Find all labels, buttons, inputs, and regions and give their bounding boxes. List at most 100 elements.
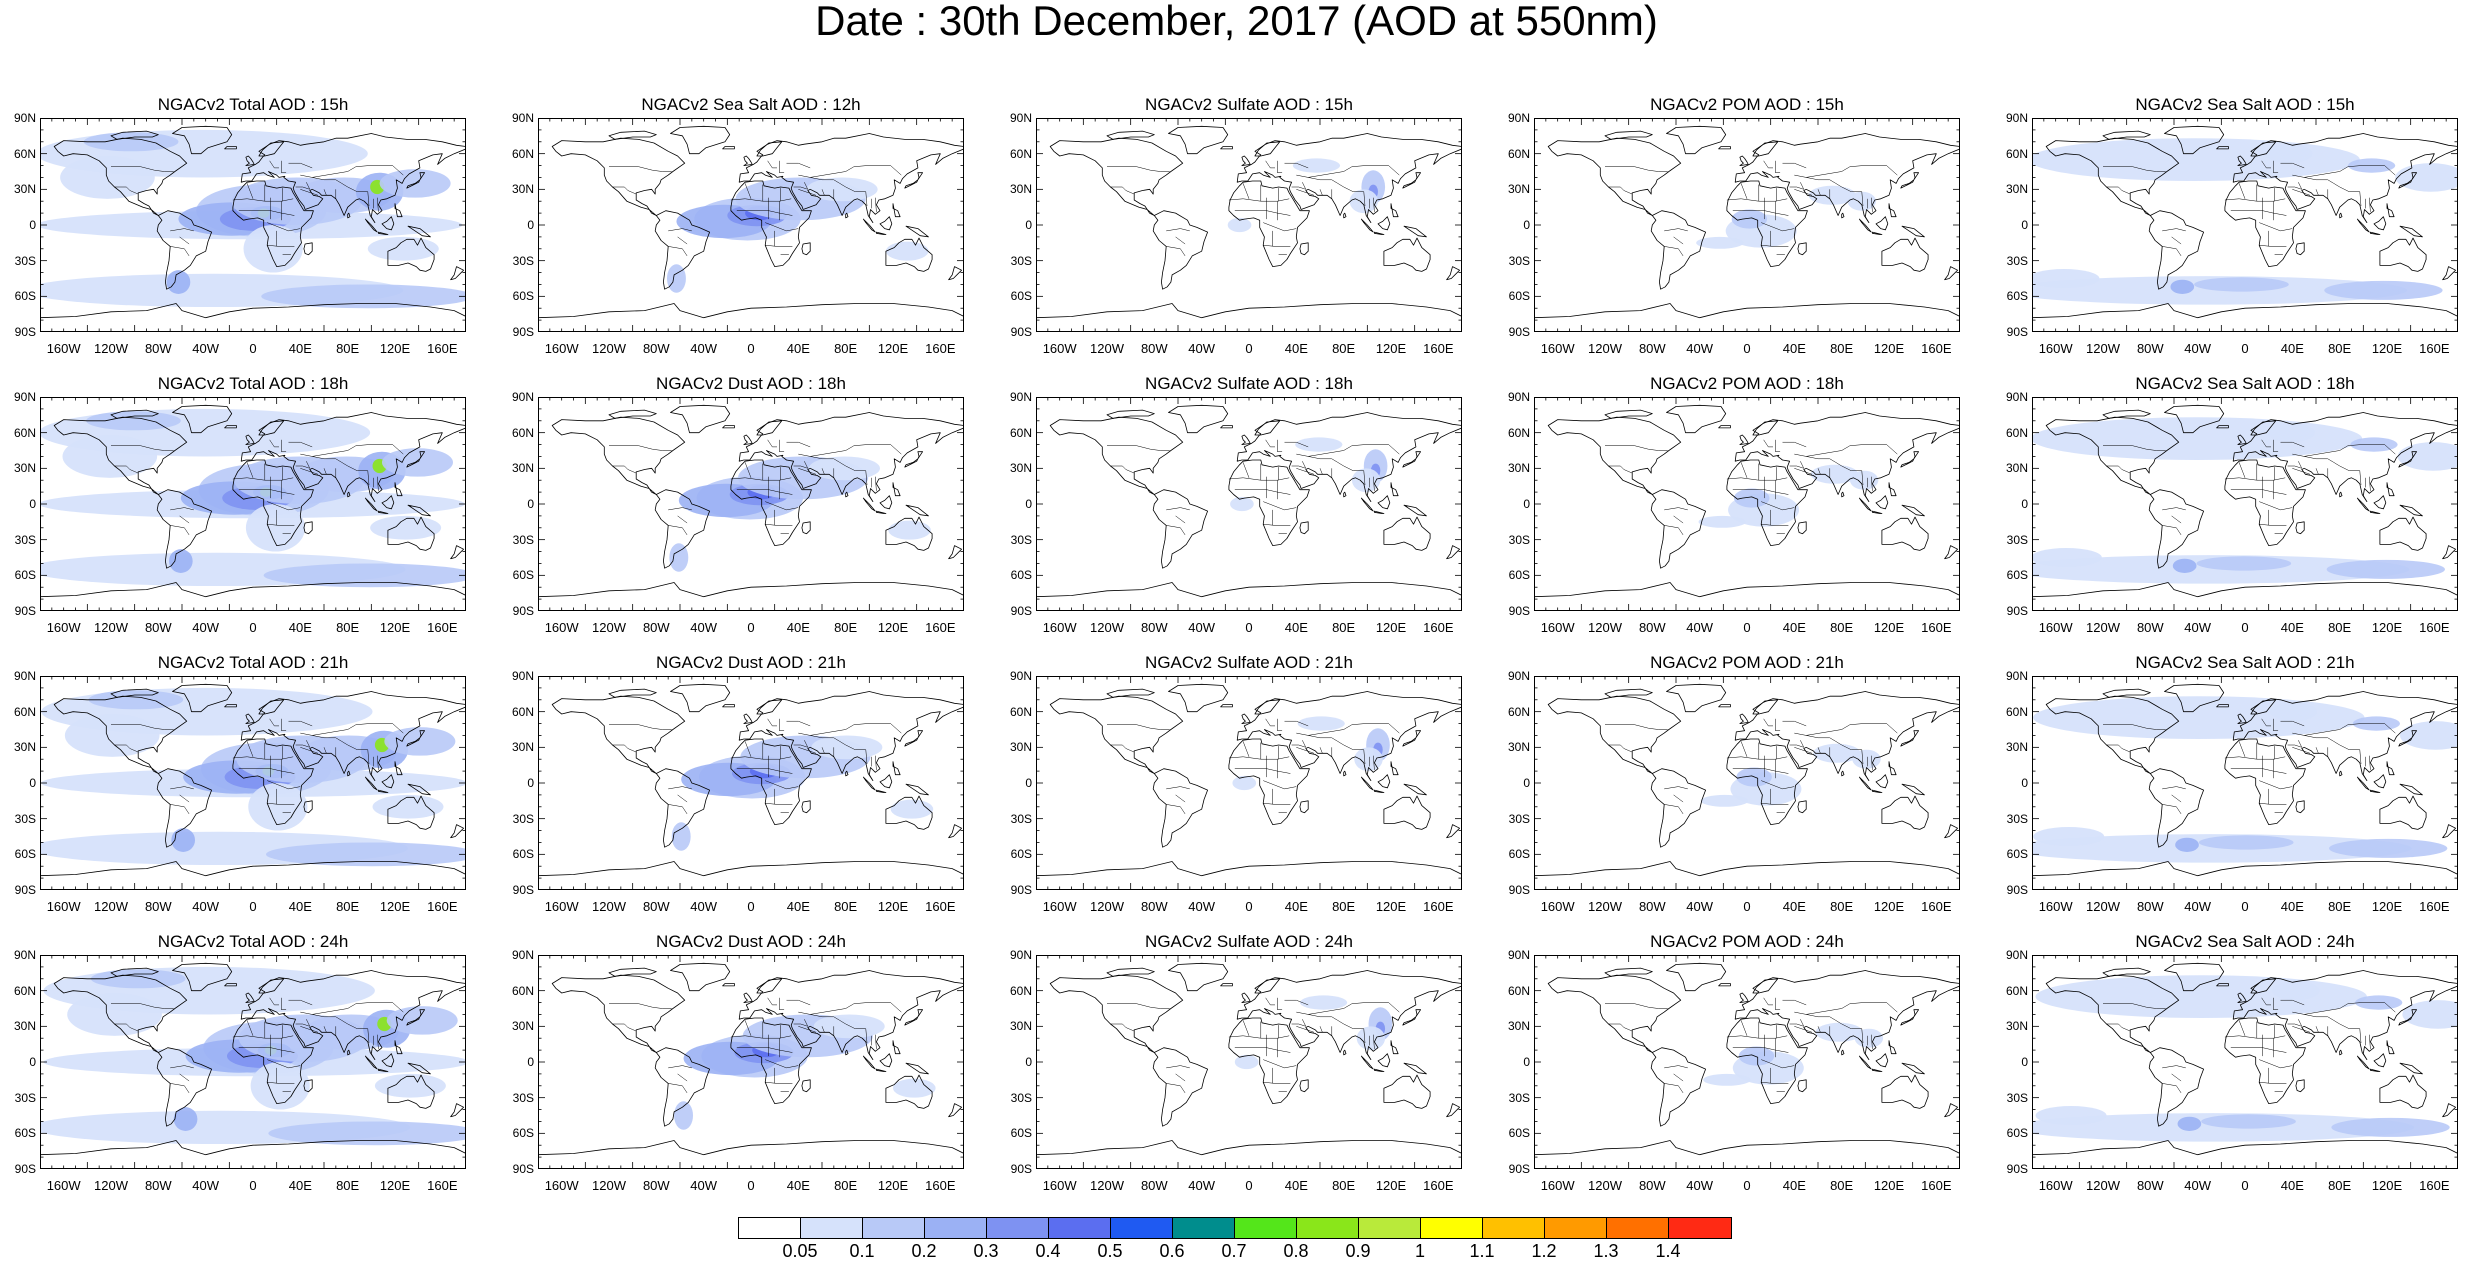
coastline xyxy=(1875,774,1889,789)
country-border xyxy=(821,747,825,754)
country-border xyxy=(875,1034,877,1049)
coastlines xyxy=(40,962,466,1169)
lon-tick-label: 160W xyxy=(544,1178,579,1193)
country-border xyxy=(1296,468,1315,475)
country-border xyxy=(312,444,404,457)
coastline xyxy=(1168,125,1229,155)
coastline xyxy=(245,434,255,445)
lon-tick-label: 40W xyxy=(1188,341,1216,356)
country-border xyxy=(2259,501,2293,511)
country-border xyxy=(1291,744,1306,748)
aod-blob xyxy=(813,1014,885,1039)
coastline xyxy=(1859,497,1872,512)
lon-tick-label: 0 xyxy=(1743,899,1751,914)
aod-blob xyxy=(1295,437,1343,452)
coastline xyxy=(2379,237,2427,272)
coastline xyxy=(1901,1062,1925,1075)
coastline xyxy=(2386,482,2395,497)
coastline xyxy=(845,212,849,219)
lon-tick-label: 40W xyxy=(192,620,220,635)
lon-tick-label: 40W xyxy=(690,620,718,635)
map-frame xyxy=(2032,118,2458,332)
country-border xyxy=(822,458,866,471)
coastline xyxy=(2148,1047,2204,1127)
lon-tick-label: 120E xyxy=(1873,1178,1905,1193)
lon-tick-label: 160W xyxy=(46,620,81,635)
lat-tick-label: 90N xyxy=(1009,390,1032,404)
aod-blob xyxy=(2402,1000,2458,1029)
aod-blob xyxy=(1847,191,1876,211)
coastline xyxy=(1901,504,1925,517)
lon-tick-label: 120W xyxy=(2086,620,2120,635)
lon-tick-label: 160E xyxy=(427,341,458,356)
lat-tick-label: 60N xyxy=(13,983,36,998)
coastline xyxy=(1734,133,1960,223)
lon-tick-label: 40W xyxy=(1686,341,1714,356)
aod-blob xyxy=(2397,442,2458,471)
country-border xyxy=(281,997,287,1010)
country-border xyxy=(267,1059,301,1069)
lat-tick-label: 60N xyxy=(13,146,36,161)
lon-tick-label: 0 xyxy=(1245,1178,1253,1193)
country-border xyxy=(300,747,319,754)
country-border xyxy=(2259,523,2287,526)
lat-tick-label: 60N xyxy=(1507,146,1530,161)
country-border xyxy=(821,468,825,475)
country-border xyxy=(2298,182,2303,190)
lat-tick-label: 90S xyxy=(14,604,36,618)
country-border xyxy=(767,439,777,448)
aod-blob xyxy=(168,549,193,573)
aod-blob xyxy=(893,1078,936,1098)
coastline xyxy=(756,699,783,715)
lon-tick-label: 80E xyxy=(1830,341,1854,356)
lat-tick-label: 90N xyxy=(2005,111,2028,125)
coastline xyxy=(538,1140,964,1169)
aod-blob xyxy=(674,1101,694,1130)
coastlines xyxy=(2032,125,2458,332)
country-border xyxy=(1740,1020,1748,1036)
coastline xyxy=(1236,691,1462,781)
country-border xyxy=(1664,507,1688,511)
lon-tick-label: 80W xyxy=(1140,620,1168,635)
tick-marks xyxy=(1036,955,1462,1169)
lon-tick-label: 80W xyxy=(1140,1178,1168,1193)
country-border xyxy=(232,756,294,760)
coastlines xyxy=(1036,125,1462,332)
lon-tick-label: 160E xyxy=(2419,341,2450,356)
lon-tick-label: 120W xyxy=(94,899,128,914)
country-border xyxy=(798,732,823,739)
coastline xyxy=(1241,155,1251,166)
country-border xyxy=(2162,246,2182,257)
country-border xyxy=(1789,186,1804,190)
aod-blob xyxy=(2400,721,2458,750)
aod-blob xyxy=(261,284,466,309)
map-panel: NGACv2 Sea Salt AOD : 12h 90N 60N 30N 0 30S 60… xyxy=(512,95,964,355)
country-border xyxy=(2106,1023,2131,1032)
lon-tick-label: 160E xyxy=(1423,899,1454,914)
country-border xyxy=(1242,741,1250,757)
map-frame xyxy=(1534,955,1960,1169)
coastline xyxy=(892,482,901,497)
coastline xyxy=(1036,582,1462,611)
lon-tick-label: 40E xyxy=(2280,620,2304,635)
country-border xyxy=(804,461,809,469)
lat-tick-label: 90N xyxy=(2005,669,2028,683)
country-border xyxy=(786,162,811,169)
panel-title: NGACv2 Dust AOD : 24h xyxy=(656,932,846,951)
country-border xyxy=(2261,718,2271,727)
country-border xyxy=(324,1016,368,1029)
lon-tick-label: 40W xyxy=(2184,1178,2212,1193)
coastline xyxy=(1241,713,1251,724)
coastline xyxy=(1446,266,1460,281)
country-border xyxy=(2292,1026,2311,1033)
country-border xyxy=(1363,191,1366,207)
world-map xyxy=(2032,397,2458,611)
aod-blob xyxy=(1230,496,1254,512)
coastline xyxy=(1841,212,1845,219)
country-border xyxy=(1320,1016,1364,1029)
map-frame xyxy=(1534,397,1960,611)
lon-tick-label: 0 xyxy=(1743,620,1751,635)
country-border xyxy=(269,160,279,169)
aod-blob xyxy=(1349,189,1378,214)
country-border xyxy=(246,183,254,199)
